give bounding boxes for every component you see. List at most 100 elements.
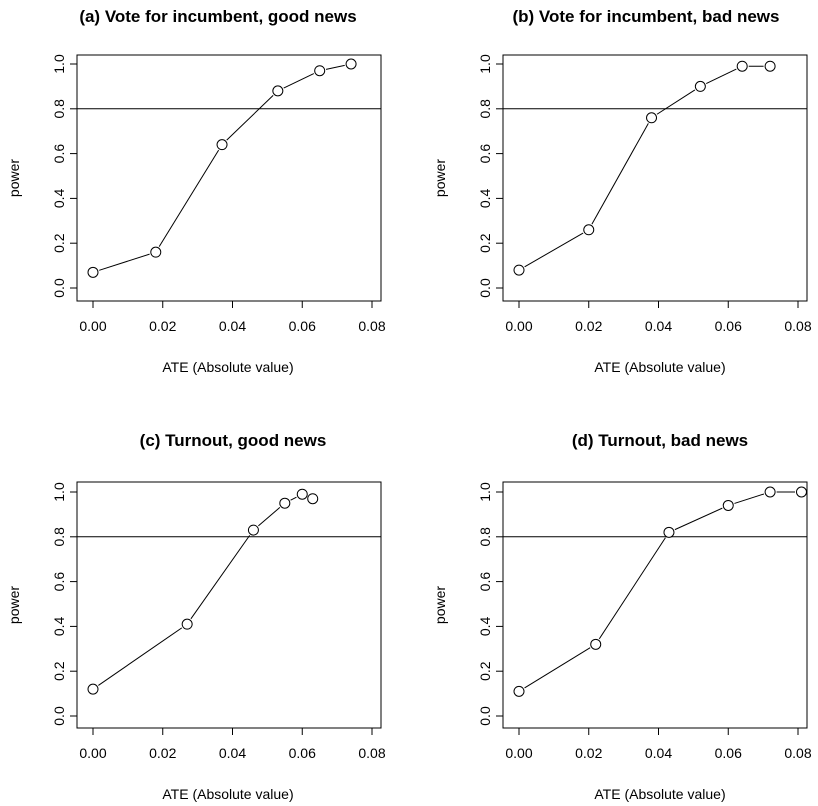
panel-d-x-tick-label: 0.06 bbox=[715, 745, 742, 761]
panel-c-y-tick-label: 1.0 bbox=[51, 482, 67, 502]
panel-d-data-point bbox=[663, 526, 675, 538]
panel-d-data-point bbox=[590, 638, 602, 650]
panel-d-data-point bbox=[795, 486, 807, 498]
panel-a-y-tick-label: 0.0 bbox=[51, 278, 67, 298]
panel-d-data-point bbox=[764, 486, 776, 498]
panel-a-ylabel: power bbox=[6, 159, 22, 197]
panel-d-xlabel: ATE (Absolute value) bbox=[594, 786, 725, 802]
panel-b-data-point bbox=[736, 60, 748, 72]
panel-b-data-point bbox=[513, 264, 525, 276]
panel-d-y-tick-label: 1.0 bbox=[477, 482, 493, 502]
panel-a: (a) Vote for incumbent, good news power … bbox=[6, 7, 386, 375]
panel-b-y-tick-label: 0.0 bbox=[477, 278, 493, 298]
panel-b-data-point bbox=[694, 80, 706, 92]
panel-c-series-segment bbox=[98, 627, 183, 686]
panel-d-title: (d) Turnout, bad news bbox=[572, 431, 748, 450]
panel-a-series-segment bbox=[99, 253, 150, 271]
panel-c-data-point bbox=[181, 618, 193, 630]
panel-d-x-tick-label: 0.00 bbox=[505, 745, 532, 761]
panel-b-xlabel: ATE (Absolute value) bbox=[594, 359, 725, 375]
panel-b-data-point bbox=[583, 224, 595, 236]
panel-b-series-segment bbox=[656, 89, 696, 115]
panel-a-y-tick-label: 0.2 bbox=[51, 233, 67, 253]
panel-d-y-tick-label: 0.2 bbox=[477, 661, 493, 681]
panel-c-ylabel: power bbox=[6, 586, 22, 624]
panel-c-y-tick-label: 0.0 bbox=[51, 706, 67, 726]
panel-b-x-tick-label: 0.04 bbox=[645, 318, 672, 334]
panel-d-y-ticks: 0.0 0.2 0.4 0.6 0.8 1.0 bbox=[477, 482, 503, 726]
panel-a-y-tick-label: 0.4 bbox=[51, 188, 67, 208]
panel-a-data-point bbox=[87, 266, 99, 278]
panel-b-x-tick-label: 0.08 bbox=[784, 318, 811, 334]
panel-c-xlabel: ATE (Absolute value) bbox=[162, 786, 293, 802]
panel-a-series-segment bbox=[283, 73, 315, 89]
panel-a-data-point bbox=[345, 58, 357, 70]
panel-c-data-point bbox=[87, 683, 99, 695]
panel-a-y-tick-label: 1.0 bbox=[51, 54, 67, 74]
panel-a-data-point bbox=[150, 246, 162, 258]
panel-a-x-tick-label: 0.00 bbox=[79, 318, 106, 334]
panel-c-y-tick-label: 0.8 bbox=[51, 527, 67, 547]
panel-c-y-tick-label: 0.2 bbox=[51, 661, 67, 681]
panel-b-x-tick-label: 0.00 bbox=[505, 318, 532, 334]
panel-d-ylabel: power bbox=[432, 586, 448, 624]
panel-d-x-tick-label: 0.02 bbox=[575, 745, 602, 761]
panel-d-series-segment bbox=[734, 493, 765, 504]
panel-c-series-segment bbox=[190, 535, 251, 620]
panel-a-data-point bbox=[216, 139, 228, 151]
panel-c-y-tick-label: 0.4 bbox=[51, 616, 67, 636]
panel-a-y-tick-label: 0.6 bbox=[51, 144, 67, 164]
panel-d-data-point bbox=[513, 685, 525, 697]
panel-b-data-point bbox=[764, 60, 776, 72]
panel-a-y-ticks: 0.0 0.2 0.4 0.6 0.8 1.0 bbox=[51, 54, 77, 298]
panel-c-x-tick-label: 0.02 bbox=[149, 745, 176, 761]
panel-c-data-point bbox=[279, 497, 291, 509]
panel-b-y-tick-label: 1.0 bbox=[477, 54, 493, 74]
panel-b-x-tick-label: 0.06 bbox=[715, 318, 742, 334]
panel-b-series-segment bbox=[524, 232, 584, 268]
panel-c-plot-box bbox=[76, 481, 382, 729]
panel-a-x-ticks: 0.00 0.02 0.04 0.06 0.08 bbox=[79, 301, 386, 334]
panel-c-series-segment bbox=[290, 496, 297, 501]
panel-c-x-tick-label: 0.00 bbox=[79, 745, 106, 761]
panel-a-series-segment bbox=[325, 64, 345, 70]
panel-c: (c) Turnout, good news power ATE (Absolu… bbox=[6, 431, 386, 802]
panel-c-x-ticks: 0.00 0.02 0.04 0.06 0.08 bbox=[79, 728, 386, 761]
panel-d-y-tick-label: 0.8 bbox=[477, 527, 493, 547]
panel-b-data-point bbox=[646, 112, 658, 124]
panel-b-y-tick-label: 0.6 bbox=[477, 144, 493, 164]
panel-d-y-tick-label: 0.0 bbox=[477, 706, 493, 726]
panel-d-y-tick-label: 0.6 bbox=[477, 572, 493, 592]
panel-c-title: (c) Turnout, good news bbox=[140, 431, 327, 450]
panel-a-series-segment bbox=[158, 149, 220, 247]
panel-b: (b) Vote for incumbent, bad news power A… bbox=[432, 7, 812, 375]
panel-a-xlabel: ATE (Absolute value) bbox=[162, 359, 293, 375]
panel-b-x-ticks: 0.00 0.02 0.04 0.06 0.08 bbox=[505, 301, 812, 334]
panel-d-x-tick-label: 0.08 bbox=[784, 745, 811, 761]
panel-d-y-tick-label: 0.4 bbox=[477, 616, 493, 636]
panel-d-data-point bbox=[722, 499, 734, 511]
panel-d-plot-box bbox=[502, 481, 808, 729]
panel-b-marks bbox=[503, 60, 807, 276]
panel-c-data-point bbox=[307, 493, 319, 505]
panel-a-x-tick-label: 0.06 bbox=[289, 318, 316, 334]
panel-d-series-segment bbox=[524, 647, 591, 689]
panel-b-y-tick-label: 0.8 bbox=[477, 99, 493, 119]
panel-c-series-segment bbox=[258, 507, 281, 527]
panel-b-series-segment bbox=[705, 68, 737, 85]
panel-c-x-tick-label: 0.06 bbox=[289, 745, 316, 761]
panel-a-y-tick-label: 0.8 bbox=[51, 99, 67, 119]
panel-d-series-segment bbox=[674, 507, 723, 531]
panel-a-x-tick-label: 0.04 bbox=[219, 318, 246, 334]
panel-c-x-tick-label: 0.08 bbox=[358, 745, 385, 761]
panel-c-data-point bbox=[296, 488, 308, 500]
panel-b-y-ticks: 0.0 0.2 0.4 0.6 0.8 1.0 bbox=[477, 54, 503, 298]
panel-d-marks bbox=[503, 486, 807, 697]
panel-d-x-tick-label: 0.04 bbox=[645, 745, 672, 761]
panel-a-title: (a) Vote for incumbent, good news bbox=[79, 7, 356, 26]
panel-b-y-tick-label: 0.4 bbox=[477, 188, 493, 208]
panel-b-x-tick-label: 0.02 bbox=[575, 318, 602, 334]
panel-b-plot-box bbox=[502, 54, 808, 302]
panel-c-marks bbox=[77, 488, 381, 695]
panel-c-data-point bbox=[247, 524, 259, 536]
